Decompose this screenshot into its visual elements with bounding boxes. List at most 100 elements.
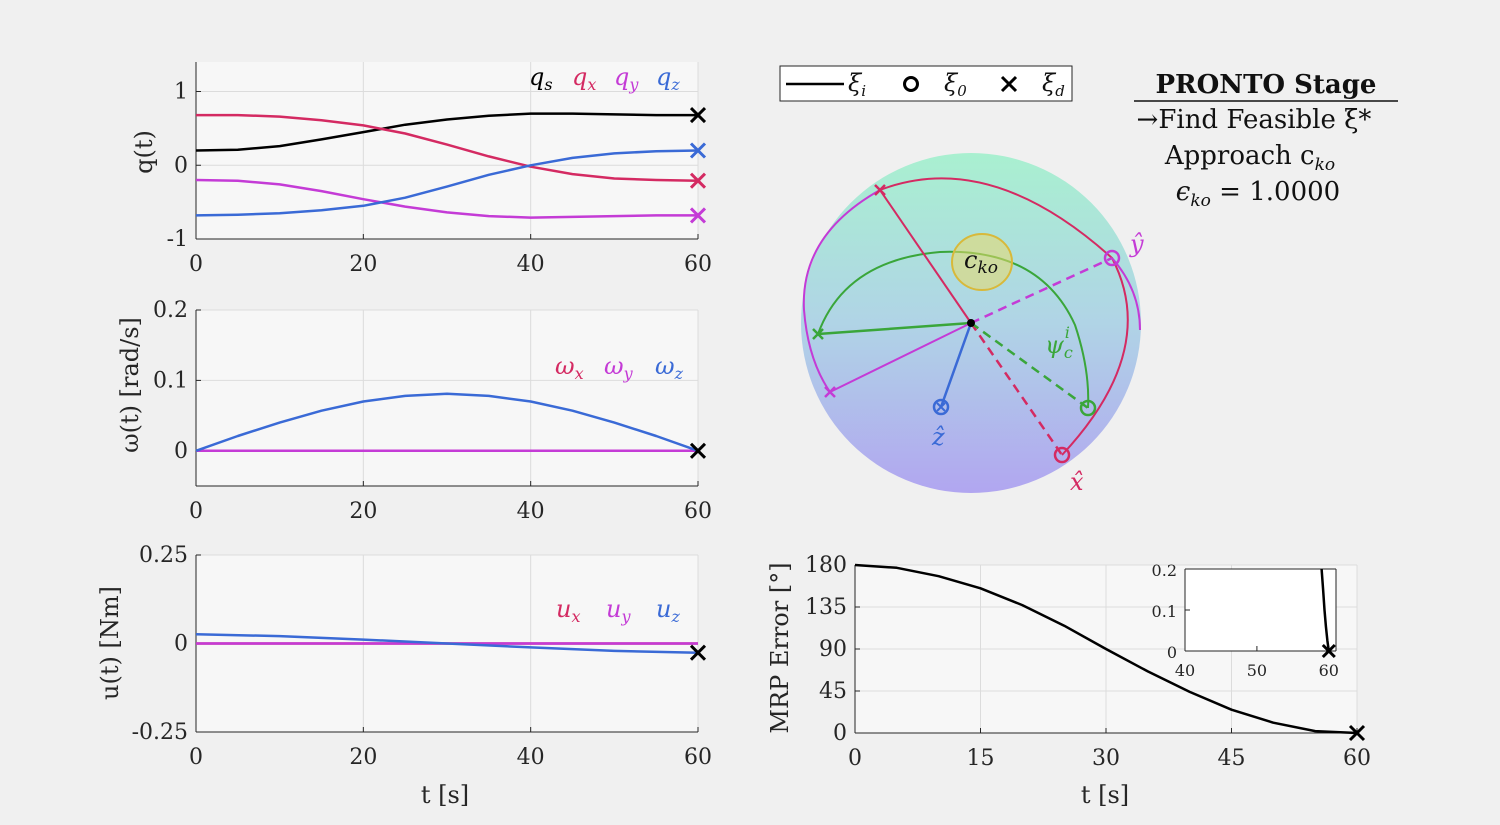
mrp_inset-series-0-end-marker [1321, 643, 1336, 659]
stage-annotation: PRONTO Stage →Find Feasible ξ* Approach … [1134, 70, 1398, 211]
torque-xlabel: t [s] [421, 781, 469, 809]
mrp-xtick-label-3: 45 [1218, 746, 1246, 771]
x-circle-marker [1053, 446, 1071, 464]
magenta-radial [829, 322, 972, 393]
q-series-0-end-marker [689, 107, 707, 124]
crimson-cross-marker [874, 184, 886, 196]
omega-xtick-label-3: 60 [684, 499, 712, 524]
mrp_inset-ytick-label-1: 0.1 [1152, 602, 1177, 621]
q-series-2-end-marker [689, 207, 707, 224]
omega-series-2-end-marker [689, 442, 707, 459]
y-circle-marker [1103, 249, 1121, 267]
mrp-ytick-label-2: 90 [819, 637, 847, 662]
y-axis-dashed [970, 256, 1113, 325]
mrp_inset-ytick-label-0: 0 [1167, 643, 1177, 662]
omega-xtick-label-2: 40 [517, 499, 545, 524]
stage-line2: Approach cko [1164, 141, 1335, 175]
mrp-xtick-label-2: 30 [1092, 746, 1120, 771]
legend-circle-marker [903, 76, 919, 92]
omega-legend: ωx ωy ωz [555, 352, 684, 383]
magenta-cross-marker [824, 386, 836, 398]
z-inner-cross [936, 402, 946, 412]
green-dashed [970, 321, 1089, 410]
crimson-radial [879, 189, 972, 324]
attitude-sphere: ŷ x̂ ẑ ψci cko [801, 153, 1144, 496]
legend-wy: ωy [604, 352, 634, 383]
mrp-error-inset-chart: 40 50 60 0 0.1 0.2 [1152, 561, 1339, 680]
omega-chart: 0 20 40 60 0 0.1 0.2 [153, 298, 712, 524]
q-series-1-line [196, 113, 699, 182]
x-hat-label: x̂ [1070, 468, 1084, 496]
keep-out-zone [951, 233, 1013, 291]
u-xtick-label-3: 60 [684, 745, 712, 770]
y-hat-label: ŷ [1129, 230, 1144, 258]
mrp-ytick-label-0: 0 [833, 721, 847, 746]
z-circle-marker [932, 398, 950, 416]
legend-wz: ωz [655, 352, 684, 383]
mrp-xtick-label-1: 15 [967, 746, 995, 771]
u-series-2-end-marker [689, 644, 707, 661]
mrp_inset-plot-area [1185, 569, 1336, 651]
mrp-series-0-end-marker [1348, 724, 1366, 742]
legend-qz: qz [656, 63, 680, 94]
legend-uy: uy [606, 595, 631, 626]
mrp-ytick-label-4: 180 [805, 553, 847, 578]
q-series-1-end-marker [689, 172, 707, 189]
q-ylabel: q(t) [130, 130, 158, 174]
torque-legend: ux uy uz [556, 595, 680, 626]
q-xtick-label-0: 0 [189, 252, 203, 277]
mrp-xtick-label-0: 0 [848, 746, 862, 771]
u-ytick-label-1: 0 [174, 632, 188, 657]
z-hat-label: ẑ [931, 423, 945, 451]
x-axis-dashed [969, 322, 1064, 456]
u-ytick-label-0: -0.25 [132, 720, 188, 745]
u-xtick-label-1: 20 [349, 745, 377, 770]
stage-title: PRONTO Stage [1156, 70, 1377, 100]
omega-ylabel: ω(t) [rad/s] [116, 317, 144, 453]
mrp-ytick-label-3: 135 [805, 595, 847, 620]
q-xtick-label-2: 40 [517, 252, 545, 277]
omega-series-2-line [195, 392, 699, 452]
omega-ytick-label-0: 0 [174, 439, 188, 464]
mrp-ytick-label-1: 45 [819, 679, 847, 704]
omega-plot-area [196, 310, 698, 486]
q-ytick-label-0: -1 [167, 227, 188, 252]
stage-line3: ϵko = 1.0000 [1176, 177, 1340, 211]
omega-xtick-label-1: 20 [349, 499, 377, 524]
q-series-0-line [195, 112, 698, 152]
mrp_inset-series-0-line [1320, 568, 1331, 652]
mrp_inset-xtick-label-2: 60 [1319, 661, 1339, 680]
q-xtick-label-3: 60 [684, 252, 712, 277]
q-chart: 0 20 40 60-101 [167, 62, 712, 277]
q-legend: qs qx qy qz [529, 63, 680, 94]
mrp_inset-xtick-label-0: 40 [1175, 661, 1195, 680]
legend-qs: qs [529, 63, 553, 94]
q-xtick-label-1: 20 [349, 252, 377, 277]
psi-label: ψci [1045, 323, 1073, 362]
mrp_inset-xtick-label-1: 50 [1247, 661, 1267, 680]
mrp-ylabel: MRP Error [°] [766, 562, 794, 733]
legend-ux: ux [556, 595, 581, 626]
u-xtick-label-0: 0 [189, 745, 203, 770]
legend-qx: qx [572, 63, 596, 94]
u-xtick-label-2: 40 [517, 745, 545, 770]
mrp-series-0-line [854, 563, 1358, 735]
q-series-2-line [195, 178, 698, 219]
torque-ylabel: u(t) [Nm] [96, 586, 124, 700]
z-axis-line [939, 322, 973, 408]
legend-xi-i: ξi [848, 69, 866, 100]
legend-cross-marker [1000, 75, 1018, 93]
green-radial [817, 321, 972, 336]
mrp_inset-ytick-label-2: 0.2 [1152, 561, 1177, 580]
legend-xi-0: ξ0 [944, 69, 967, 100]
legend-wx: ωx [555, 352, 584, 383]
green-cross-marker [812, 328, 824, 340]
q-series-3-line [195, 149, 699, 217]
q-ytick-label-2: 1 [174, 80, 188, 105]
q-ytick-label-1: 0 [174, 153, 188, 178]
u-series-2-line [195, 633, 699, 654]
stage-line1: →Find Feasible ξ* [1137, 105, 1372, 135]
mrp-xlabel: t [s] [1081, 781, 1129, 809]
